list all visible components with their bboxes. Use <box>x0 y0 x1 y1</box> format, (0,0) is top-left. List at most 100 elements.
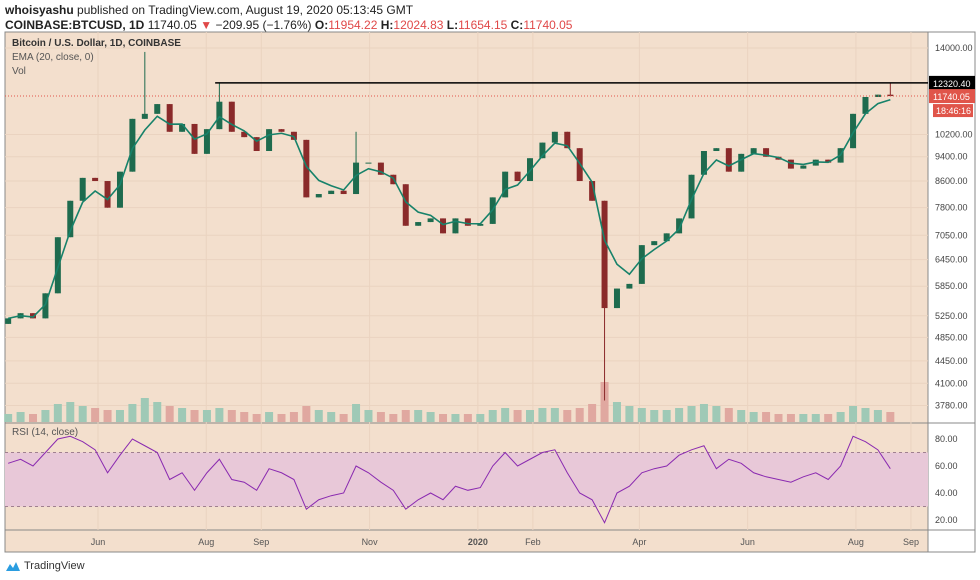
candle-body <box>278 129 285 132</box>
candle-body <box>564 131 571 149</box>
x-tick-label: Jun <box>740 537 755 547</box>
open-value: 11954.22 <box>328 18 378 32</box>
volume-bar <box>451 414 460 422</box>
candle-body <box>464 218 471 226</box>
legend-vol[interactable]: Vol <box>12 66 26 77</box>
candle-body <box>340 190 347 195</box>
volume-bar <box>41 410 50 422</box>
volume-bar <box>190 410 199 422</box>
volume-bar <box>712 406 721 422</box>
candle-body <box>725 148 732 172</box>
volume-bar <box>699 404 708 422</box>
candle-body <box>266 129 273 152</box>
rsi-tick-label: 80.00 <box>935 434 958 444</box>
open-label: O: <box>314 18 329 32</box>
legend-title: Bitcoin / U.S. Dollar, 1D, COINBASE <box>12 38 181 49</box>
volume-bar <box>513 410 522 422</box>
candle-body <box>116 171 123 208</box>
candle-body <box>874 94 881 97</box>
candle-body <box>601 200 608 309</box>
volume-bar <box>302 406 311 422</box>
volume-bar <box>140 398 149 422</box>
volume-bar <box>339 414 348 422</box>
volume-bar <box>78 406 87 422</box>
volume-bar <box>389 414 398 422</box>
volume-bar <box>501 408 510 422</box>
publish-text: published on TradingView.com, August 19,… <box>77 3 414 17</box>
candle-body <box>651 241 658 246</box>
candle-body <box>638 245 645 284</box>
low-value: 11654.15 <box>458 18 508 32</box>
volume-bar <box>327 412 336 422</box>
x-tick-label: 2020 <box>468 537 488 547</box>
volume-bar <box>774 414 783 422</box>
rsi-tick-label: 60.00 <box>935 461 958 471</box>
x-tick-label: Aug <box>198 537 214 547</box>
x-tick-label: Sep <box>903 537 919 547</box>
volume-bar <box>289 412 298 422</box>
ema-line <box>7 98 891 320</box>
candle-body <box>67 200 74 238</box>
symbol: COINBASE:BTCUSD, 1D <box>5 18 145 32</box>
candle-body <box>290 131 297 140</box>
candle-body <box>862 96 869 114</box>
candle-body <box>551 131 558 143</box>
volume-bar <box>675 408 684 422</box>
volume-bar <box>662 410 671 422</box>
volume-bar <box>637 408 646 422</box>
high-value: 12024.83 <box>393 18 444 32</box>
volume-bar <box>240 412 249 422</box>
volume-bar <box>687 406 696 422</box>
candle-body <box>676 218 683 234</box>
volume-bar <box>849 406 858 422</box>
candle-body <box>477 223 484 226</box>
rsi-tick-label: 20.00 <box>935 515 958 525</box>
volume-bar <box>401 410 410 422</box>
x-tick-label: Sep <box>253 537 269 547</box>
volume-bar <box>165 406 174 422</box>
candle-body <box>166 104 173 132</box>
price-tick-label: 5850.00 <box>935 281 968 291</box>
x-tick-label: Jun <box>91 537 106 547</box>
candle-body <box>427 218 434 223</box>
volume-bar <box>600 382 609 422</box>
volume-bar <box>488 410 497 422</box>
candle-body <box>887 94 894 97</box>
candle-body <box>30 313 36 319</box>
candle-body <box>539 142 546 159</box>
volume-bar <box>202 410 211 422</box>
price-tick-label: 5250.00 <box>935 311 968 321</box>
candle-body <box>415 222 422 226</box>
legend-ema[interactable]: EMA (20, close, 0) <box>12 52 94 63</box>
high-label: H: <box>380 18 394 32</box>
volume-bar <box>824 414 833 422</box>
candle-body <box>688 174 695 219</box>
price-tick-label: 7800.00 <box>935 203 968 213</box>
volume-bar <box>16 412 25 422</box>
low-label: L: <box>446 18 459 32</box>
candle-body <box>763 148 770 157</box>
volume-bar <box>314 410 323 422</box>
volume-bar <box>439 414 448 422</box>
candle-body <box>787 159 794 169</box>
candle-body <box>440 218 447 234</box>
tradingview-logo[interactable]: TradingView <box>5 560 85 572</box>
volume-bar <box>476 414 485 422</box>
volume-bar <box>178 408 187 422</box>
price-axis <box>927 31 976 553</box>
volume-bar <box>612 402 621 422</box>
volume-bar <box>53 404 62 422</box>
rsi-tick-label: 40.00 <box>935 488 958 498</box>
legend-rsi[interactable]: RSI (14, close) <box>12 427 79 438</box>
brand-name: TradingView <box>24 560 85 572</box>
volume-bar <box>352 404 361 422</box>
candle-body <box>154 104 161 114</box>
price-tick-label: 10200.00 <box>935 129 973 139</box>
author[interactable]: whoisyashu <box>5 3 74 17</box>
volume-bar <box>588 404 597 422</box>
volume-bar <box>29 414 37 422</box>
countdown-label: 18:46:16 <box>936 106 971 116</box>
level-price-label: 12320.40 <box>933 79 971 89</box>
volume-bar <box>724 408 733 422</box>
